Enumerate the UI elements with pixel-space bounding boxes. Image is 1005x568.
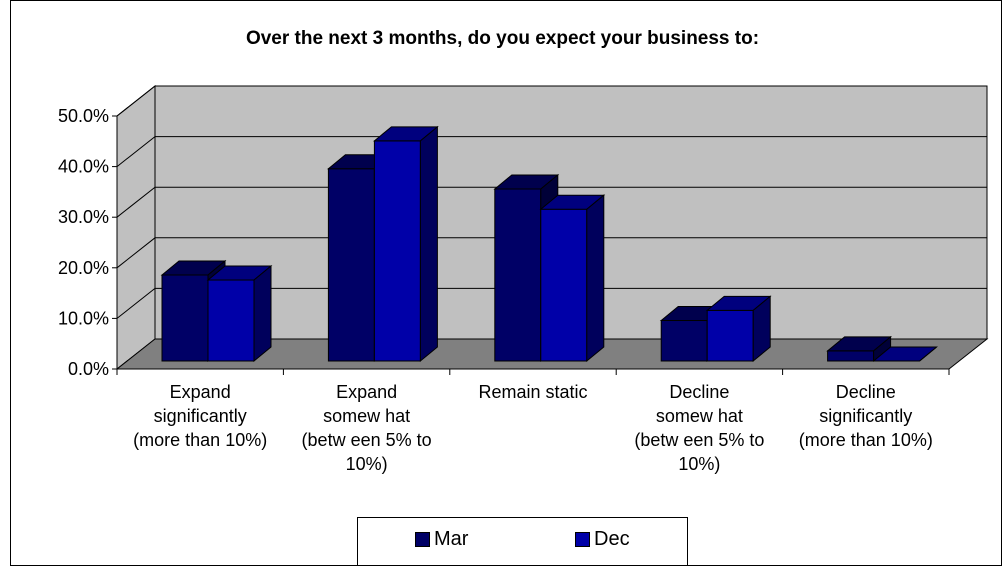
legend-label-dec: Dec (594, 528, 630, 550)
legend: Mar Dec (357, 517, 688, 566)
gridline (116, 237, 987, 269)
y-tick-label: 40.0% (58, 157, 109, 177)
x-tick-label: (more than 10%) (799, 430, 933, 450)
x-tick-label: 10%) (678, 454, 720, 474)
bar-dec-side (919, 346, 937, 362)
legend-swatch-dec (575, 532, 590, 547)
side-wall (116, 84, 156, 371)
gridline (116, 85, 987, 117)
legend-label-mar: Mar (434, 528, 469, 550)
bar-dec-side (253, 264, 272, 363)
legend-swatch-mar (415, 532, 430, 547)
y-tick-label: 30.0% (58, 207, 109, 227)
x-tick-label: somew hat (656, 406, 743, 426)
bar-dec-front (373, 140, 421, 362)
x-tick-label: (betw een 5% to (302, 430, 432, 450)
x-tick-label: significantly (154, 406, 247, 426)
x-tick-label: Expand (170, 382, 231, 402)
x-tick-label: Expand (336, 382, 397, 402)
bar-mar-front (827, 350, 875, 362)
gridline (116, 287, 987, 319)
x-tick-label: Remain static (478, 382, 587, 402)
bar-dec-side (752, 295, 771, 363)
x-tick-label: Decline (669, 382, 729, 402)
bar-dec-front (207, 279, 255, 362)
bar-dec-front (540, 208, 588, 362)
x-tick-label: (more than 10%) (133, 430, 267, 450)
x-tick-label: (betw een 5% to (634, 430, 764, 450)
y-tick-label: 0.0% (68, 359, 109, 379)
gridline (116, 186, 987, 218)
gridline (116, 136, 987, 167)
bar-mar-front (660, 320, 708, 362)
y-tick-label: 50.0% (58, 106, 109, 126)
bar-mar-front (494, 188, 542, 362)
x-tick-label: somew hat (323, 406, 410, 426)
bar-mar-front (327, 168, 375, 362)
x-tick-label: 10%) (346, 454, 388, 474)
bar-mar-front (161, 274, 209, 362)
chart-title: Over the next 3 months, do you expect yo… (245, 28, 760, 49)
x-tick-label: Decline (836, 382, 896, 402)
bar-dec-side (586, 194, 605, 363)
bar-dec-side (419, 125, 438, 363)
bar-dec-front (706, 309, 754, 362)
y-tick-label: 10.0% (58, 308, 109, 328)
legend-item-dec: Dec (575, 528, 630, 551)
x-tick-label: significantly (819, 406, 912, 426)
y-tick-label: 20.0% (58, 258, 109, 278)
legend-item-mar: Mar (415, 528, 468, 551)
